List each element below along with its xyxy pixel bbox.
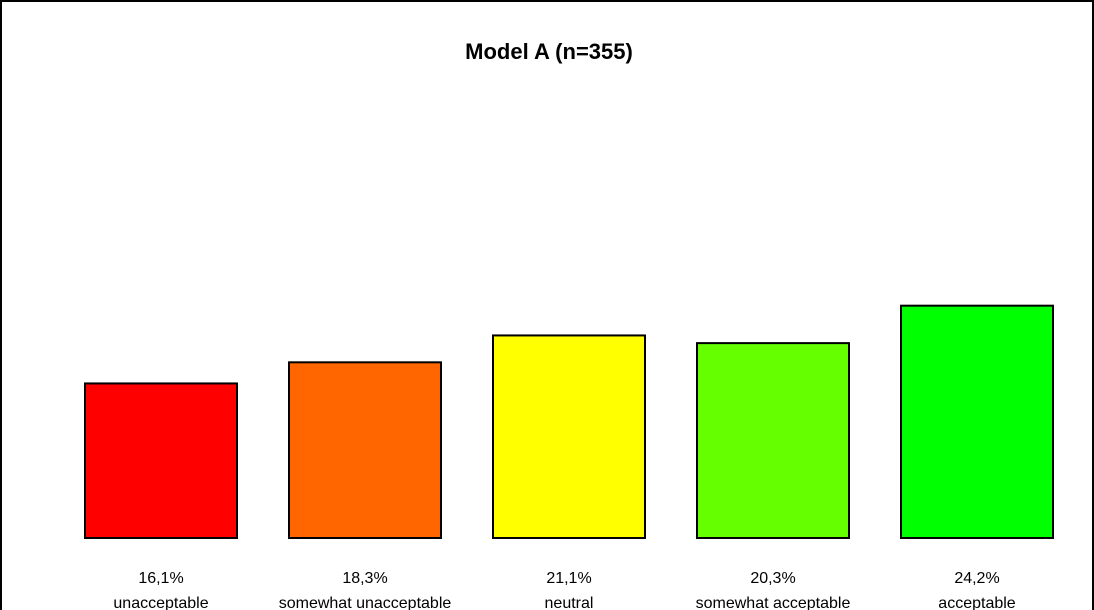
chart-title: Model A (n=355) (465, 39, 633, 64)
bar-neutral (492, 334, 646, 539)
category-label: unacceptable (113, 595, 209, 610)
category-label: neutral (544, 595, 594, 610)
bar-somewhat-acceptable (696, 342, 850, 539)
value-label: 24,2% (954, 570, 1000, 587)
bar-unacceptable (84, 382, 238, 539)
value-label: 18,3% (342, 570, 388, 587)
value-label: 21,1% (546, 570, 592, 587)
category-label: somewhat acceptable (695, 595, 851, 610)
bar-somewhat-unacceptable (288, 361, 442, 539)
category-label: acceptable (938, 595, 1016, 610)
value-label: 20,3% (750, 570, 796, 587)
value-label: 16,1% (138, 570, 184, 587)
bar-acceptable (900, 304, 1054, 539)
category-label: somewhat unacceptable (278, 595, 452, 610)
